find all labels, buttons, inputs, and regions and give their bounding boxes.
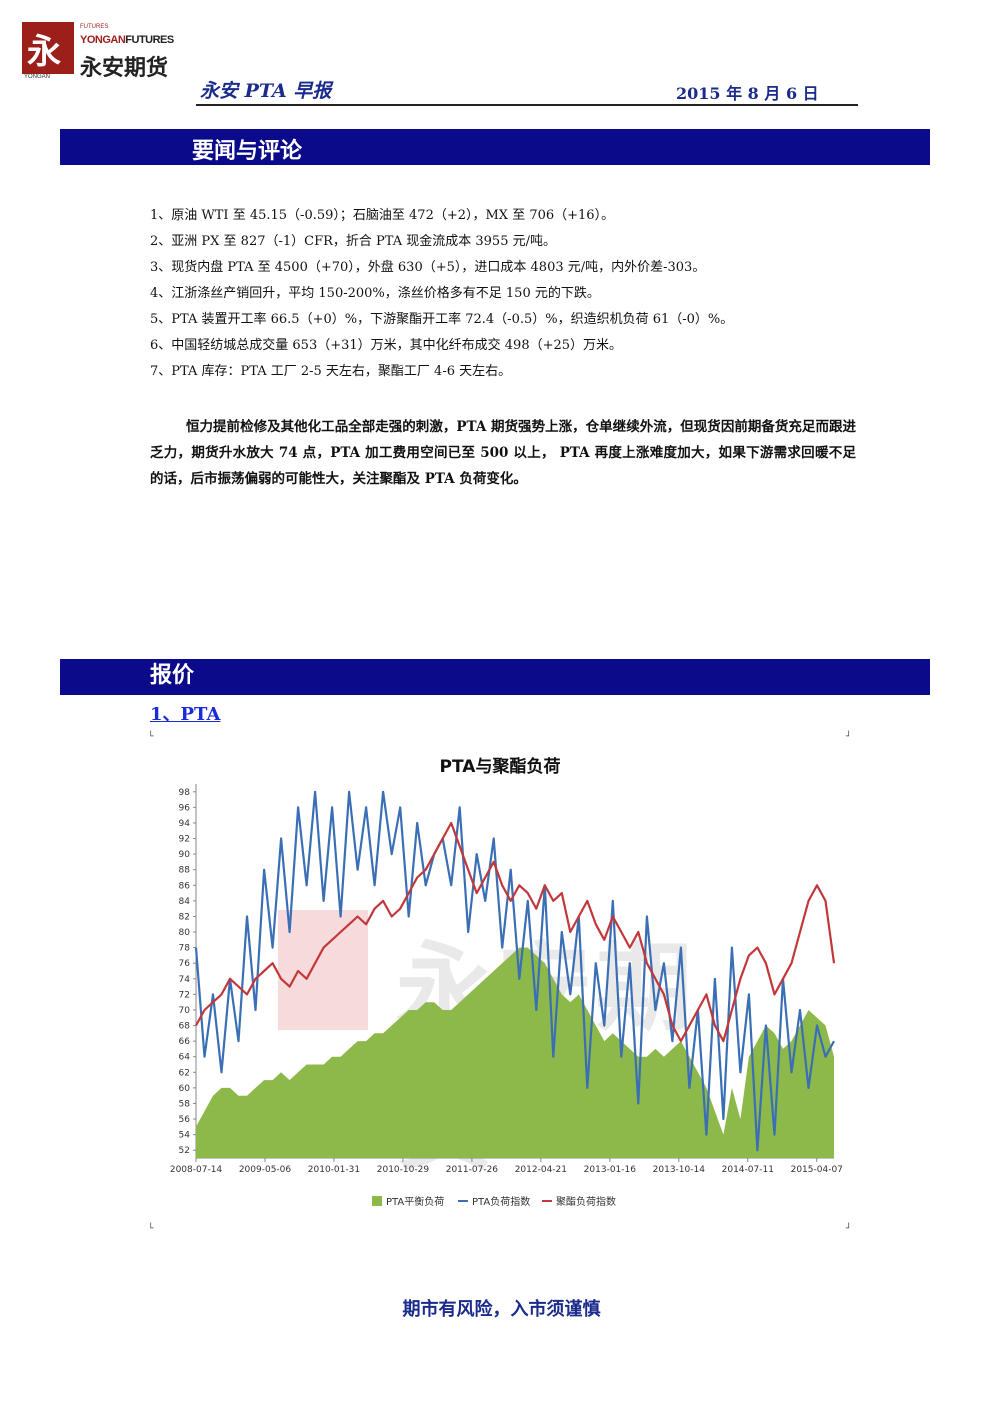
legend-label: PTA平衡负荷: [386, 1197, 445, 1208]
y-tick-label: 86: [179, 881, 191, 891]
series-line-polyester-load-index: [195, 821, 836, 1043]
logo-mark: 永: [22, 22, 74, 74]
chart-legend: PTA平衡负荷 PTA负荷指数 聚酯负荷指数: [372, 1195, 852, 1211]
chart-corner-mark: ┘: [846, 732, 852, 742]
news-item: 6、中国轻纺城总成交量 653（+31）万米，其中化纤布成交 498（+25）万…: [150, 338, 623, 353]
x-tick-label: 2010-01-31: [308, 1165, 360, 1175]
risk-warning: 期市有风险，入市须谨慎: [402, 1299, 601, 1320]
y-tick-label: 68: [179, 1022, 191, 1032]
y-tick-label: 96: [179, 803, 191, 813]
chart-corner-mark: └: [148, 732, 154, 742]
x-tick-label: 2013-01-16: [584, 1165, 637, 1175]
y-tick-label: 90: [179, 850, 191, 860]
y-tick-label: 80: [179, 928, 191, 938]
y-tick-label: 92: [179, 835, 190, 845]
series-area-pta-balance-load: [196, 947, 834, 1158]
chart-title: PTA与聚酯负荷: [439, 757, 561, 777]
y-tick-label: 88: [179, 866, 191, 876]
x-tick-label: 2010-10-29: [377, 1165, 430, 1175]
y-tick-label: 78: [179, 944, 191, 954]
x-tick-label: 2011-07-26: [446, 1165, 499, 1175]
legend-item: PTA平衡负荷: [372, 1195, 444, 1211]
section-banner-quotes: 报价: [60, 659, 930, 695]
section-banner-news: 要闻与评论: [60, 129, 930, 165]
logo-english-b: FUTURES: [125, 34, 174, 46]
x-tick-label: 2012-04-21: [515, 1165, 567, 1175]
news-list: 1、原油 WTI 至 45.15（-0.59）；石脑油至 472（+2），MX …: [150, 206, 870, 388]
news-item: 7、PTA 库存：PTA 工厂 2-5 天左右，聚酯工厂 4-6 天左右。: [150, 364, 512, 379]
y-tick-label: 52: [179, 1146, 190, 1156]
chart-corner-mark: └: [148, 1224, 154, 1234]
pta-subheading-link[interactable]: 1、PTA: [150, 704, 221, 725]
y-tick-label: 54: [179, 1131, 191, 1141]
y-tick-label: 94: [179, 819, 191, 829]
x-tick-label: 2009-05-06: [239, 1165, 292, 1175]
news-item: 1、原油 WTI 至 45.15（-0.59）；石脑油至 472（+2），MX …: [150, 208, 615, 223]
y-tick-label: 84: [179, 897, 191, 907]
logo-glyph: 永: [27, 32, 61, 72]
y-tick-label: 82: [179, 912, 190, 922]
y-tick-label: 74: [179, 975, 191, 985]
news-item: 4、江浙涤丝产销回升，平均 150-200%，涤丝价格多有不足 150 元的下跌…: [150, 286, 600, 301]
y-tick-label: 60: [179, 1084, 191, 1094]
y-tick-label: 56: [179, 1115, 191, 1125]
legend-label: PTA负荷指数: [472, 1197, 531, 1208]
y-tick-label: 66: [179, 1037, 191, 1047]
y-tick-label: 58: [179, 1099, 191, 1109]
report-date: 2015 年 8 月 6 日: [676, 84, 819, 103]
pta-polyester-load-chart: 永安期货 52545658606264666870727476788082848…: [150, 740, 850, 1230]
x-tick-label: 2013-10-14: [653, 1165, 706, 1175]
market-commentary: 恒力提前检修及其他化工品全部走强的刺激，PTA 期货强势上涨，仓单继续外流，但现…: [150, 419, 856, 487]
y-tick-label: 76: [179, 959, 191, 969]
chart-corner-mark: ┘: [846, 1224, 852, 1234]
report-title: 永安 PTA 早报: [200, 80, 332, 102]
logo-english-a: YONGAN: [80, 34, 126, 46]
news-item: 5、PTA 装置开工率 66.5（+0）%，下游聚酯开工率 72.4（-0.5）…: [150, 312, 734, 327]
legend-swatch: [542, 1200, 552, 1202]
legend-item: 聚酯负荷指数: [542, 1195, 616, 1211]
series-line-pta-load-index: [194, 790, 835, 1152]
news-item: 2、亚洲 PX 至 827（-1）CFR，折合 PTA 现金流成本 3955 元…: [150, 234, 556, 249]
logo-futures-small: FUTURES: [80, 24, 109, 30]
logo-english: YONGANFUTURES: [80, 34, 174, 46]
legend-label: 聚酯负荷指数: [556, 1197, 616, 1208]
y-tick-label: 70: [179, 1006, 191, 1016]
y-tick-label: 72: [179, 990, 190, 1000]
y-tick-label: 62: [179, 1068, 190, 1078]
legend-swatch: [372, 1196, 382, 1206]
logo-under-text: YONGAN: [24, 74, 51, 80]
company-logo: 永 FUTURES YONGANFUTURES 永安期货 YONGAN: [22, 22, 192, 82]
chart-plot: 52 54 56 58 60 62 64 66 68 70 72 74 76 78 80 82 84 86 88 90…: [170, 784, 843, 1175]
x-tick-label: 2008-07-14: [170, 1165, 223, 1175]
y-tick-label: 64: [179, 1053, 191, 1063]
legend-item: PTA负荷指数: [458, 1195, 530, 1211]
x-tick-label: 2014-07-11: [722, 1165, 774, 1175]
legend-swatch: [458, 1200, 468, 1202]
news-item: 3、现货内盘 PTA 至 4500（+70），外盘 630（+5），进口成本 4…: [150, 260, 706, 275]
logo-chinese: 永安期货: [80, 56, 169, 81]
x-tick-label: 2015-04-07: [791, 1165, 843, 1175]
header-divider: [196, 104, 858, 106]
y-tick-label: 98: [179, 788, 191, 798]
